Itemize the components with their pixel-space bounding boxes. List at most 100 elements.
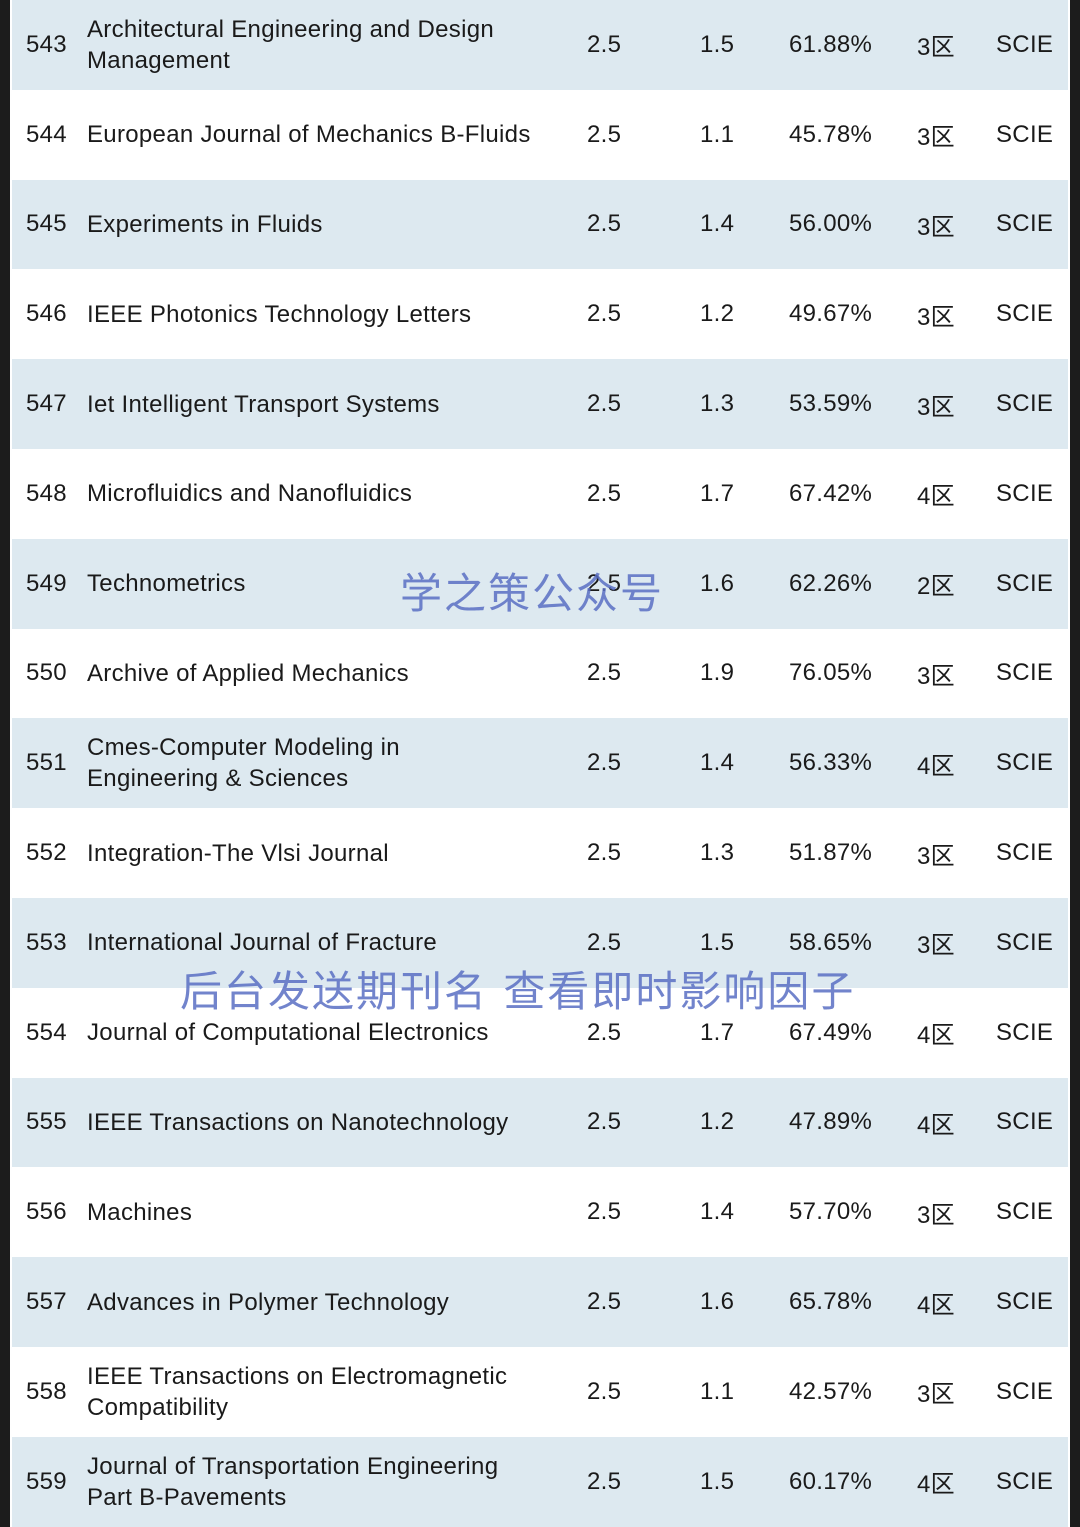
jci-value: 1.5 <box>700 1467 735 1495</box>
cas-zone: 3区 <box>917 1381 955 1409</box>
journal-name: Microfluidics and Nanofluidics <box>87 480 413 508</box>
index-type: SCIE <box>996 1108 1054 1136</box>
journal-rank: 558 <box>26 1377 67 1405</box>
left-border <box>0 0 10 1527</box>
index-type: SCIE <box>996 210 1054 238</box>
percentile: 53.59% <box>789 390 873 418</box>
impact-factor: 2.5 <box>587 928 622 956</box>
jci-value: 1.4 <box>700 210 735 238</box>
journal-name: Iet Intelligent Transport Systems <box>87 390 440 418</box>
jci-value: 1.6 <box>700 1288 735 1316</box>
percentile: 49.67% <box>789 300 873 328</box>
impact-factor: 2.5 <box>587 390 622 418</box>
percentile: 47.89% <box>789 1108 873 1136</box>
cas-zone: 3区 <box>917 842 955 870</box>
index-type: SCIE <box>996 569 1054 597</box>
cas-zone: 3区 <box>917 393 955 421</box>
cas-zone: 3区 <box>917 303 955 331</box>
journal-rank: 548 <box>26 479 67 507</box>
journal-rank: 543 <box>26 30 67 58</box>
table-row: 556 Machines 2.5 1.4 57.70% 3区 SCIE <box>12 1167 1068 1258</box>
jci-value: 1.9 <box>700 659 735 687</box>
journal-name: Journal of Transportation Engineering Pa… <box>87 1452 499 1511</box>
cas-zone: 4区 <box>917 1022 955 1050</box>
index-type: SCIE <box>996 839 1054 867</box>
cas-zone: 3区 <box>917 34 955 62</box>
journal-name: Archive of Applied Mechanics <box>87 659 409 687</box>
cas-zone: 4区 <box>917 1111 955 1139</box>
percentile: 56.33% <box>789 749 873 777</box>
cas-zone: 3区 <box>917 932 955 960</box>
index-type: SCIE <box>996 1377 1054 1405</box>
cas-zone: 4区 <box>917 1471 955 1499</box>
table-row: 555 IEEE Transactions on Nanotechnology 2.… <box>12 1077 1068 1168</box>
right-border <box>1070 0 1080 1527</box>
journal-rank: 556 <box>26 1198 67 1226</box>
impact-factor: 2.5 <box>587 1108 622 1136</box>
jci-value: 1.1 <box>700 1377 735 1405</box>
percentile: 65.78% <box>789 1288 873 1316</box>
impact-factor: 2.5 <box>587 1018 622 1046</box>
index-type: SCIE <box>996 30 1054 58</box>
percentile: 67.42% <box>789 479 873 507</box>
percentile: 56.00% <box>789 210 873 238</box>
jci-value: 1.3 <box>700 839 735 867</box>
journal-name: Experiments in Fluids <box>87 210 323 238</box>
cas-zone: 4区 <box>917 483 955 511</box>
table-row: 546 IEEE Photonics Technology Letters 2.5 1… <box>12 269 1068 360</box>
table-row: 543 Architectural Engineering and Design … <box>12 0 1068 90</box>
impact-factor: 2.5 <box>587 30 622 58</box>
index-type: SCIE <box>996 300 1054 328</box>
journal-name: Journal of Computational Electronics <box>87 1019 489 1047</box>
index-type: SCIE <box>996 1467 1054 1495</box>
jci-value: 1.7 <box>700 479 735 507</box>
jci-value: 1.6 <box>700 569 735 597</box>
journal-rank: 557 <box>26 1288 67 1316</box>
jci-value: 1.4 <box>700 1198 735 1226</box>
jci-value: 1.2 <box>700 1108 735 1136</box>
table-row: 551 Cmes-Computer Modeling in Engineering… <box>12 718 1068 809</box>
impact-factor: 2.5 <box>587 749 622 777</box>
table-row: 550 Archive of Applied Mechanics 2.5 1.9 76.… <box>12 628 1068 719</box>
index-type: SCIE <box>996 479 1054 507</box>
impact-factor: 2.5 <box>587 569 622 597</box>
journal-name: European Journal of Mechanics B-Fluids <box>87 121 531 149</box>
impact-factor: 2.5 <box>587 659 622 687</box>
journal-rank: 544 <box>26 120 67 148</box>
cas-zone: 3区 <box>917 662 955 690</box>
cas-zone: 3区 <box>917 213 955 241</box>
index-type: SCIE <box>996 120 1054 148</box>
journal-rank: 547 <box>26 390 67 418</box>
table-row: 559 Journal of Transportation Engineering… <box>12 1436 1068 1527</box>
impact-factor: 2.5 <box>587 1198 622 1226</box>
cas-zone: 3区 <box>917 1201 955 1229</box>
table-row: 553 International Journal of Fracture 2.5 1… <box>12 897 1068 988</box>
cas-zone: 4区 <box>917 752 955 780</box>
jci-value: 1.7 <box>700 1018 735 1046</box>
percentile: 57.70% <box>789 1198 873 1226</box>
journal-name: Architectural Engineering and Design Man… <box>87 15 495 74</box>
journal-rank: 545 <box>26 210 67 238</box>
impact-factor: 2.5 <box>587 479 622 507</box>
journal-rank: 554 <box>26 1018 67 1046</box>
percentile: 60.17% <box>789 1467 873 1495</box>
cas-zone: 4区 <box>917 1291 955 1319</box>
jci-value: 1.5 <box>700 928 735 956</box>
index-type: SCIE <box>996 749 1054 777</box>
jci-value: 1.3 <box>700 390 735 418</box>
journal-name: Cmes-Computer Modeling in Engineering & … <box>87 734 400 793</box>
table-row: 545 Experiments in Fluids 2.5 1.4 56.00% 3区 SC… <box>12 179 1068 270</box>
journal-rank: 546 <box>26 300 67 328</box>
journal-name: IEEE Photonics Technology Letters <box>87 300 472 328</box>
table-row: 548 Microfluidics and Nanofluidics 2.5 1.7 6… <box>12 448 1068 539</box>
table-row: 554 Journal of Computational Electronics 2… <box>12 987 1068 1078</box>
jci-value: 1.4 <box>700 749 735 777</box>
table-row: 557 Advances in Polymer Technology 2.5 1.6 6… <box>12 1257 1068 1347</box>
journal-rank: 550 <box>26 659 67 687</box>
journal-name: Integration-The Vlsi Journal <box>87 839 389 867</box>
index-type: SCIE <box>996 1198 1054 1226</box>
impact-factor: 2.5 <box>587 120 622 148</box>
cas-zone: 2区 <box>917 573 955 601</box>
journal-name: Advances in Polymer Technology <box>87 1288 450 1316</box>
